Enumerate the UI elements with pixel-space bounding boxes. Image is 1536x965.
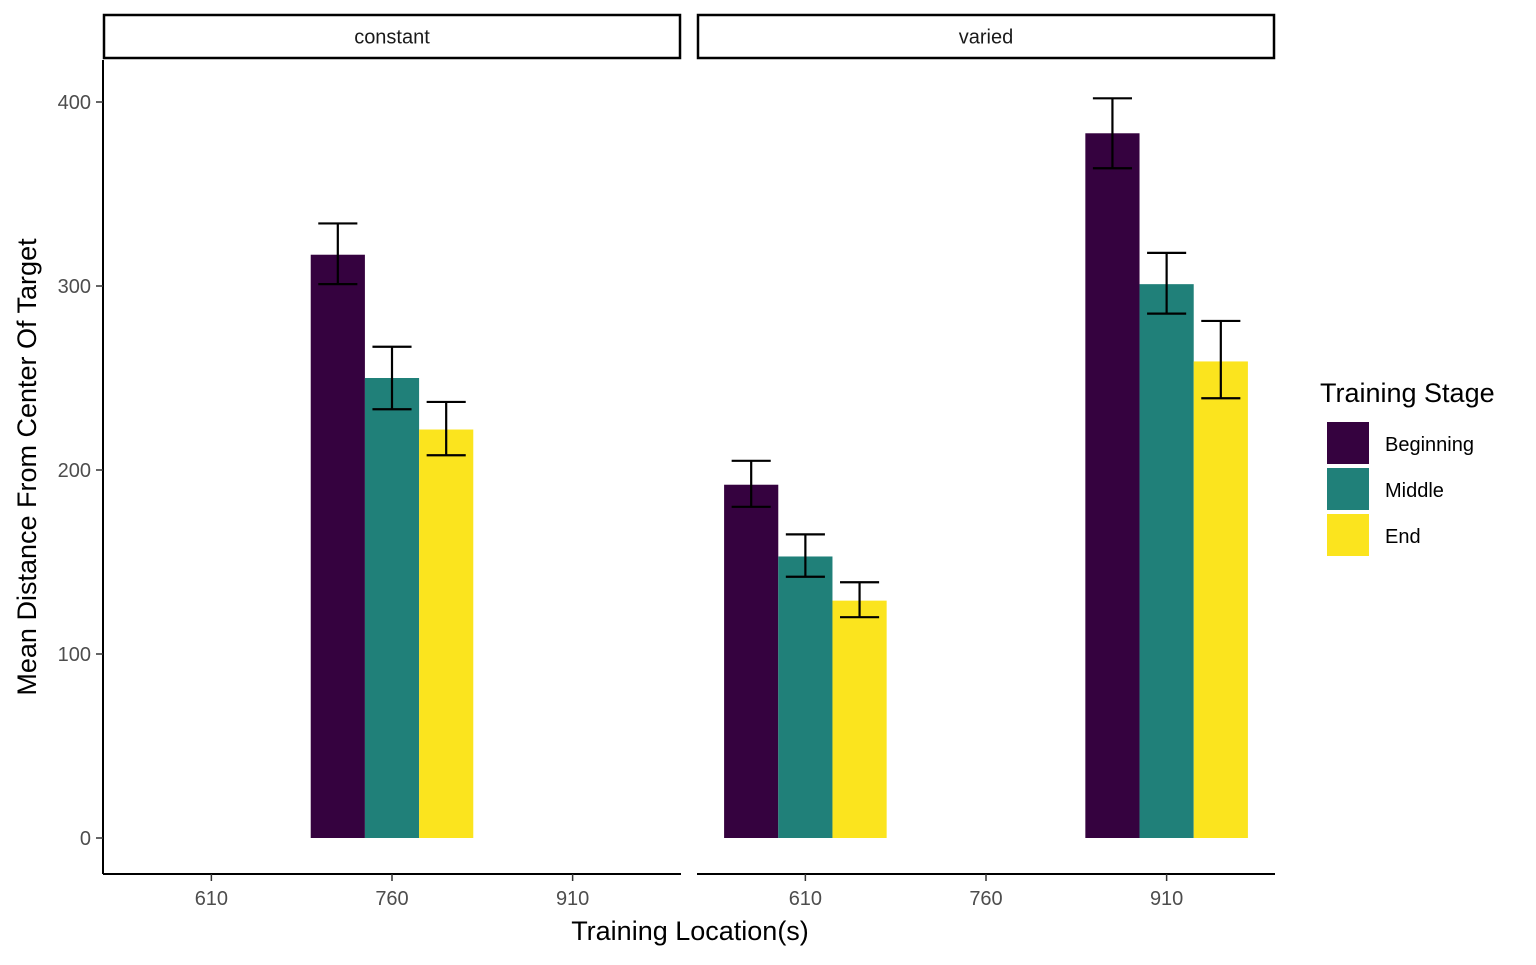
y-tick-label: 300 — [58, 276, 91, 298]
facet-strip-label: varied — [959, 27, 1013, 49]
y-tick-label: 100 — [58, 644, 91, 666]
bar-varied-910-middle — [1139, 284, 1194, 838]
y-tick-label: 400 — [58, 92, 91, 114]
legend-item-beginning: Beginning — [1327, 422, 1474, 464]
x-tick-label: 910 — [556, 888, 589, 910]
facet-strip-box — [696, 13, 1276, 60]
error-bar — [426, 400, 466, 457]
legend-swatch — [1327, 514, 1369, 556]
facet-strip-varied: varied — [696, 13, 1276, 60]
x-tick-label: 610 — [789, 888, 822, 910]
x-tick-label: 910 — [1150, 888, 1183, 910]
error-bar — [1201, 319, 1241, 400]
bar-constant-760-middle — [364, 378, 420, 838]
bar-varied-910-end — [1193, 361, 1248, 838]
legend-label: Beginning — [1385, 434, 1474, 456]
facet-strip-box — [102, 13, 682, 60]
y-tick-label: 0 — [80, 828, 91, 850]
error-bar — [840, 581, 880, 619]
error-bar — [372, 345, 412, 411]
x-tick-label: 760 — [969, 888, 1002, 910]
error-bar — [731, 459, 771, 508]
legend-swatch — [1327, 468, 1369, 510]
facet-strip-label: constant — [354, 27, 430, 49]
facet-strip-constant: constant — [102, 13, 682, 60]
x-axis-title: Training Location(s) — [571, 916, 809, 946]
bar-varied-610-middle — [778, 556, 833, 838]
bar-varied-910-beginning — [1085, 133, 1140, 838]
x-tick-label: 610 — [195, 888, 228, 910]
legend-swatch — [1327, 422, 1369, 464]
error-bar — [318, 222, 358, 286]
x-tick-label: 760 — [375, 888, 408, 910]
facet-panel-constant — [310, 222, 474, 839]
legend-item-end: End — [1327, 514, 1421, 556]
y-tick-label: 200 — [58, 460, 91, 482]
error-bar — [1147, 251, 1187, 315]
bar-varied-610-end — [832, 600, 887, 838]
bar-constant-760-beginning — [310, 254, 365, 839]
legend: Training Stage Beginning Middle End — [1320, 378, 1495, 556]
legend-title: Training Stage — [1320, 378, 1495, 408]
legend-label: Middle — [1385, 480, 1444, 502]
error-bar — [1092, 97, 1132, 170]
legend-label: End — [1385, 526, 1421, 548]
y-axis-title: Mean Distance From Center Of Target — [12, 238, 42, 696]
error-bar — [785, 533, 825, 578]
bar-constant-760-end — [419, 429, 474, 838]
facet-panel-varied — [724, 97, 1248, 838]
legend-item-middle: Middle — [1327, 468, 1444, 510]
bar-varied-610-beginning — [724, 484, 779, 838]
